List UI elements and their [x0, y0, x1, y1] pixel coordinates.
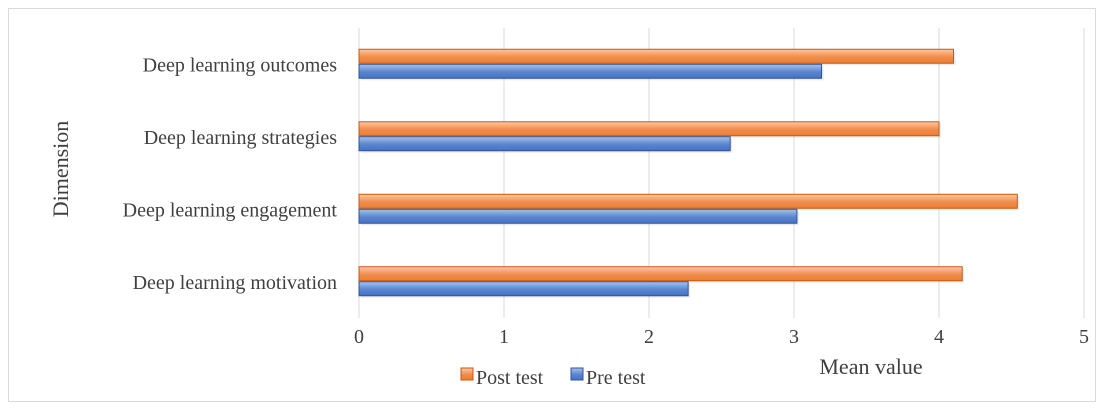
- bar-pre-test-deep-learning-motivation[interactable]: [358, 281, 689, 297]
- bar-post-test-deep-learning-engagement[interactable]: [358, 193, 1018, 209]
- legend-item-post-test[interactable]: Post test: [460, 367, 544, 389]
- bar-post-test-deep-learning-outcomes[interactable]: [358, 48, 954, 64]
- legend-item-pre-test[interactable]: Pre test: [570, 367, 646, 389]
- x-tick-labels: 0 1 2 3 4 5: [354, 326, 1089, 348]
- category-label-deep-learning-motivation: Deep learning motivation: [133, 272, 337, 294]
- x-tick-label-5: 5: [1079, 326, 1089, 348]
- legend: Post test Pre test: [460, 367, 646, 389]
- bars: [358, 48, 1020, 298]
- x-tick-label-3: 3: [789, 326, 799, 348]
- bar-post-test-deep-learning-strategies[interactable]: [358, 121, 940, 137]
- legend-swatch-pre-test: [570, 367, 584, 381]
- category-label-deep-learning-strategies: Deep learning strategies: [144, 127, 337, 149]
- category-label-deep-learning-engagement: Deep learning engagement: [123, 199, 338, 221]
- x-axis-title: Mean value: [819, 354, 922, 379]
- y-axis-title: Dimension: [48, 121, 73, 218]
- bar-post-test-deep-learning-motivation[interactable]: [358, 266, 963, 282]
- category-labels: Deep learning outcomes Deep learning stra…: [123, 54, 338, 294]
- category-label-deep-learning-outcomes: Deep learning outcomes: [143, 54, 338, 76]
- x-tick-label-2: 2: [644, 326, 654, 348]
- legend-swatch-post-test: [460, 367, 474, 381]
- legend-label-post-test: Post test: [476, 367, 544, 389]
- x-tick-label-0: 0: [354, 326, 364, 348]
- bar-pre-test-deep-learning-engagement[interactable]: [358, 208, 798, 224]
- x-tick-label-4: 4: [934, 326, 944, 348]
- x-tick-label-1: 1: [499, 326, 509, 348]
- bar-pre-test-deep-learning-outcomes[interactable]: [358, 63, 823, 79]
- legend-label-pre-test: Pre test: [586, 367, 646, 389]
- bar-pre-test-deep-learning-strategies[interactable]: [358, 136, 731, 152]
